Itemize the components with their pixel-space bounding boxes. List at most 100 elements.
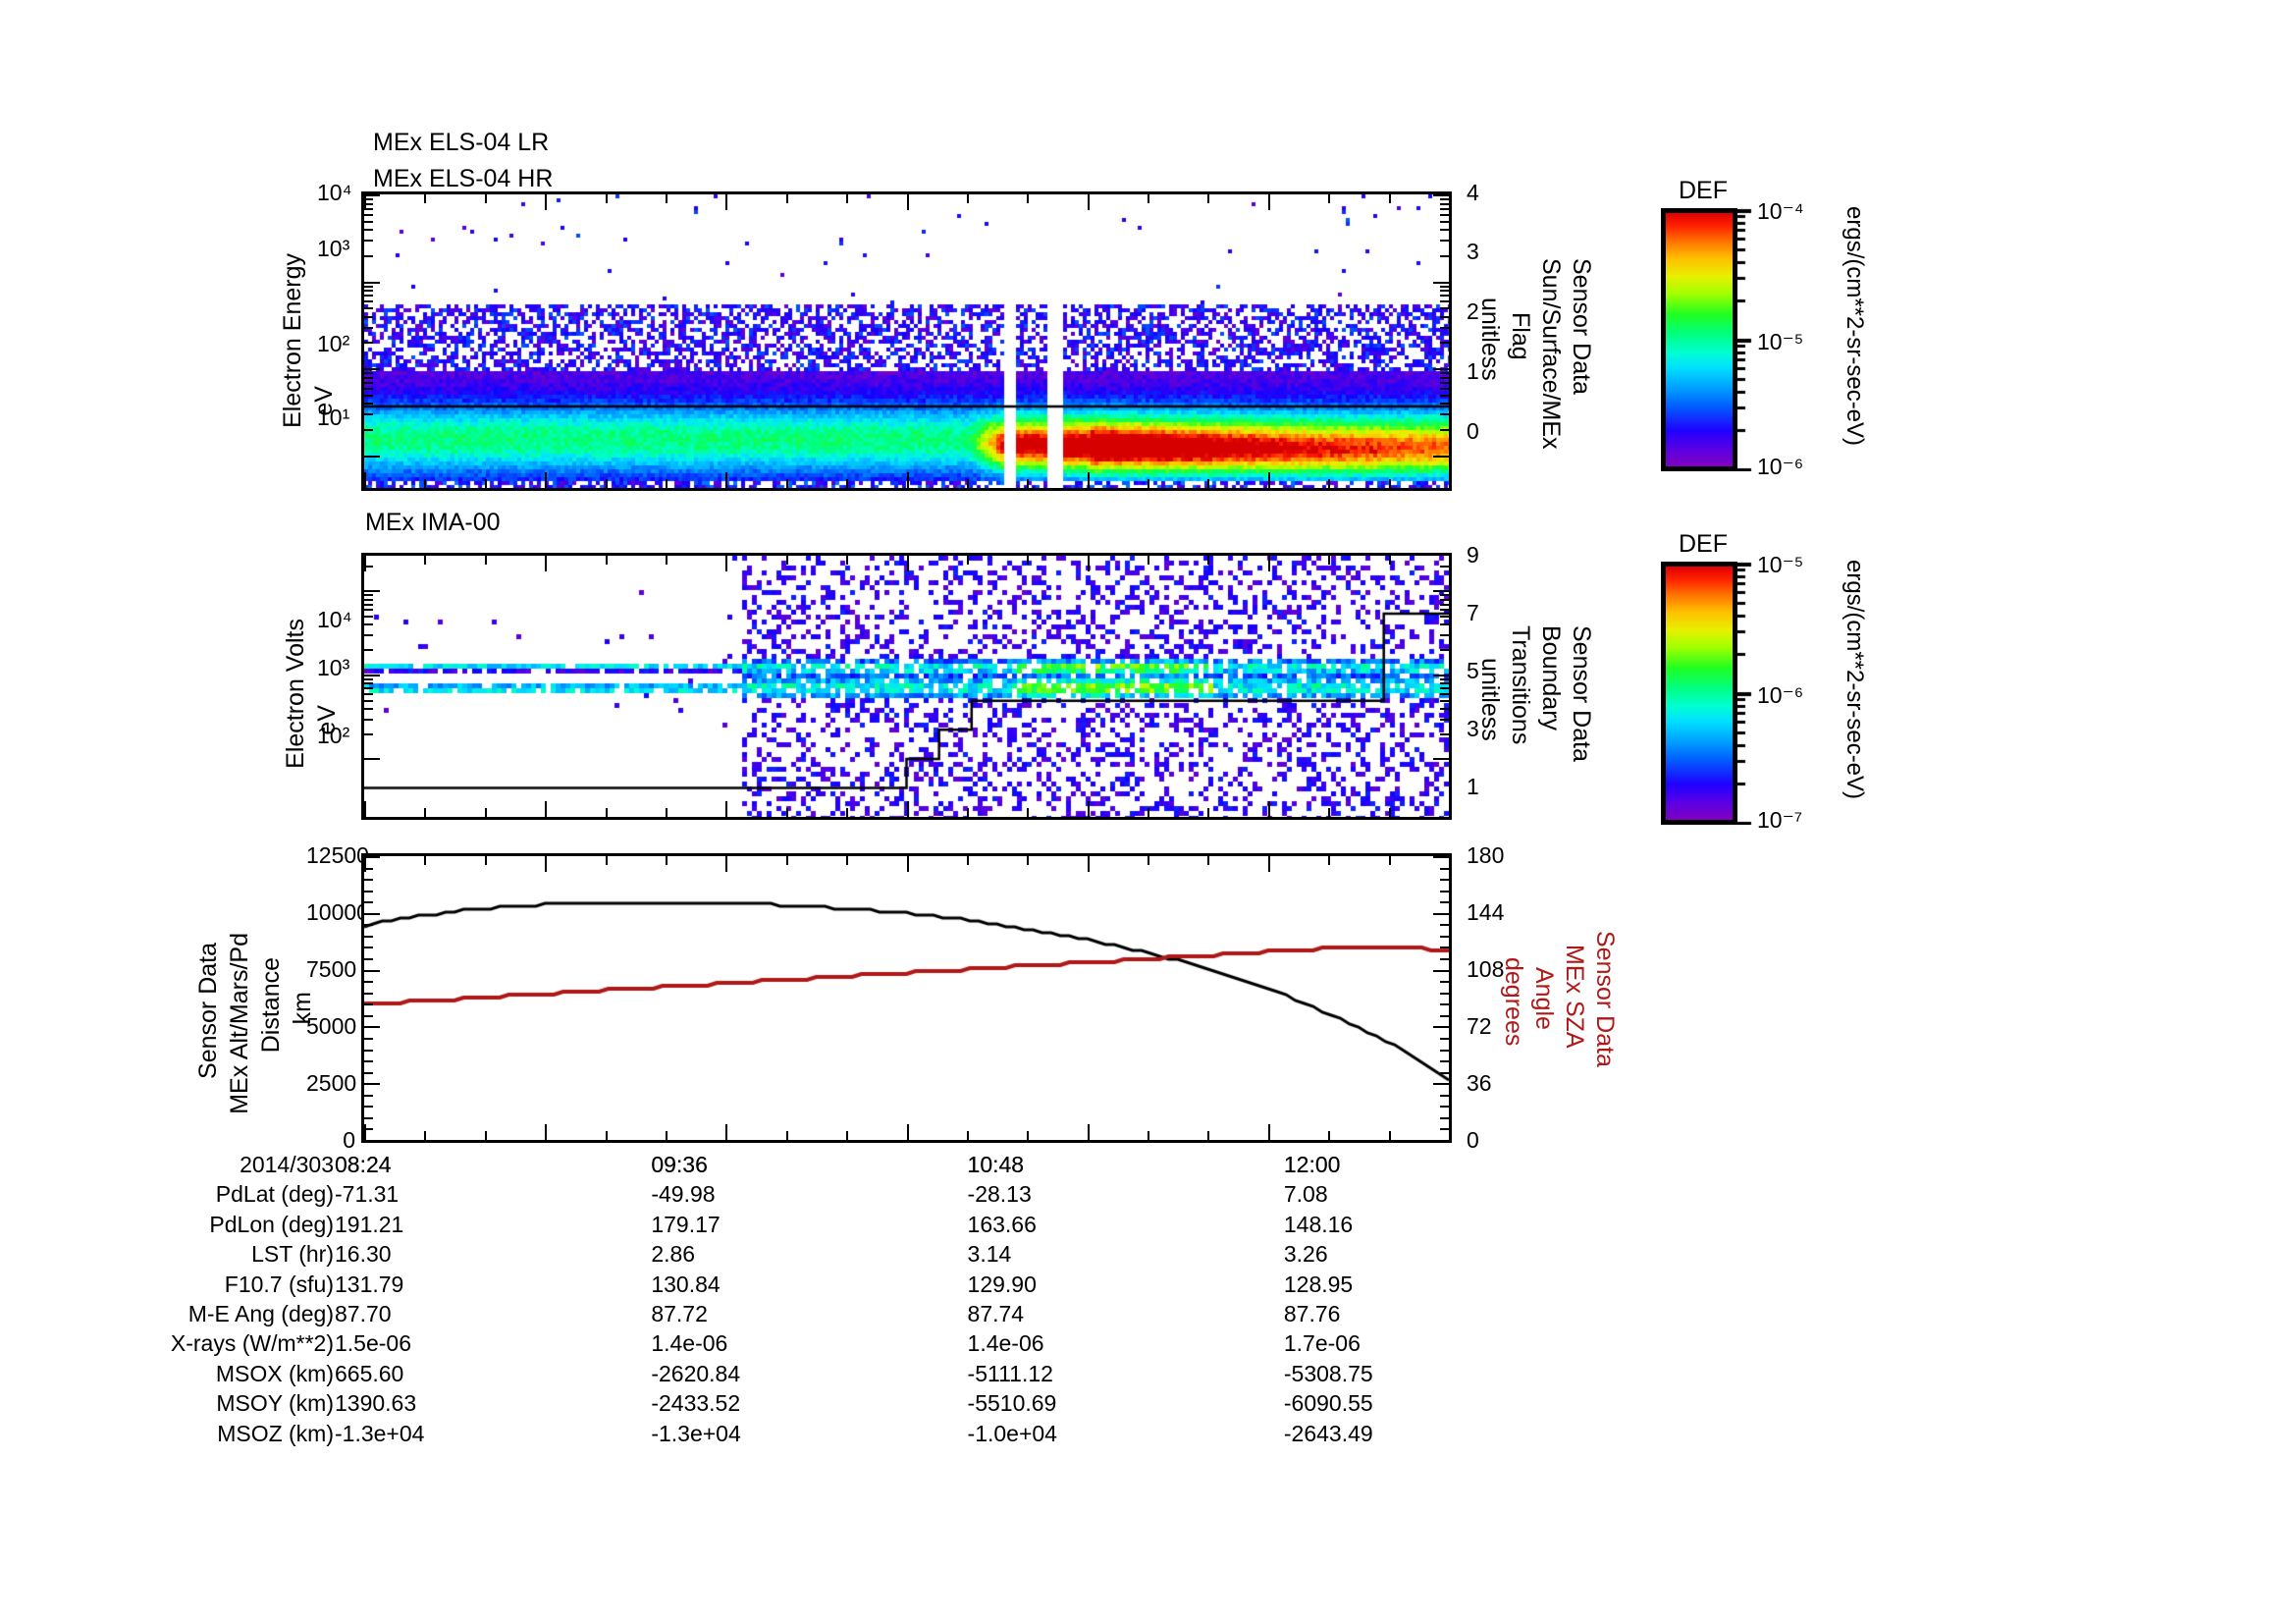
axis-tick bbox=[364, 229, 373, 232]
axis-tick bbox=[364, 556, 366, 571]
axis-tick bbox=[1207, 556, 1210, 565]
axis-tick bbox=[1207, 1131, 1210, 1140]
axis-tick bbox=[1440, 372, 1449, 375]
axis-tick bbox=[1388, 556, 1391, 565]
axis-tick bbox=[1267, 801, 1270, 817]
axis-tick bbox=[1027, 808, 1030, 817]
axis-tick bbox=[906, 856, 909, 872]
table-cell: 129.90 bbox=[967, 1271, 1037, 1297]
axis-tick bbox=[364, 699, 373, 702]
axis-tick bbox=[966, 194, 969, 203]
axis-tick bbox=[424, 479, 427, 488]
alt-ytick-0: 0 bbox=[343, 1127, 355, 1153]
axis-tick bbox=[364, 1037, 373, 1040]
axis-tick bbox=[1207, 479, 1210, 488]
axis-tick bbox=[364, 381, 373, 384]
axis-tick bbox=[1087, 801, 1090, 817]
axis-tick bbox=[364, 856, 366, 872]
axis-tick bbox=[1328, 1131, 1331, 1140]
axis-tick bbox=[364, 565, 373, 568]
axis-tick bbox=[785, 808, 788, 817]
axis-tick bbox=[364, 413, 373, 416]
axis-tick bbox=[364, 634, 373, 637]
table-cell: -1.3e+04 bbox=[335, 1420, 425, 1446]
axis-tick bbox=[1148, 856, 1150, 865]
x-tick-label: 09:36 bbox=[651, 1152, 708, 1177]
els-cb-lbl-top: 10⁻⁴ bbox=[1757, 198, 1804, 224]
els-ytick-2: 10² bbox=[317, 331, 350, 356]
axis-tick bbox=[665, 808, 667, 817]
axis-tick bbox=[1267, 194, 1270, 210]
axis-tick bbox=[1440, 598, 1449, 601]
sza-rtick-108: 108 bbox=[1467, 956, 1505, 982]
axis-tick bbox=[1433, 1140, 1449, 1142]
sza-right-label-4: degrees bbox=[1500, 957, 1527, 1047]
axis-tick bbox=[364, 1116, 373, 1119]
table-cell: 87.76 bbox=[1283, 1301, 1341, 1326]
axis-tick bbox=[665, 1131, 667, 1140]
ima-right-label-3: Transitions bbox=[1507, 625, 1534, 745]
axis-tick bbox=[1440, 649, 1449, 652]
axis-tick bbox=[484, 194, 487, 203]
axis-tick bbox=[364, 254, 373, 257]
ima-rtick-3: 3 bbox=[1467, 716, 1479, 741]
axis-tick bbox=[1449, 1124, 1451, 1140]
axis-tick bbox=[1433, 455, 1449, 458]
axis-tick bbox=[364, 687, 373, 690]
axis-tick bbox=[1267, 1124, 1270, 1140]
axis-tick bbox=[1440, 229, 1449, 232]
axis-tick bbox=[364, 472, 366, 488]
axis-tick bbox=[545, 1124, 548, 1140]
axis-tick bbox=[364, 677, 373, 680]
axis-tick bbox=[1440, 924, 1449, 927]
table-cell: 148.16 bbox=[1283, 1211, 1354, 1237]
axis-tick bbox=[725, 194, 728, 210]
axis-tick bbox=[1027, 856, 1030, 865]
axis-tick bbox=[906, 472, 909, 488]
axis-tick bbox=[1440, 342, 1449, 345]
axis-tick bbox=[1440, 403, 1449, 406]
ima-rtick-7: 7 bbox=[1467, 600, 1479, 625]
axis-tick bbox=[1440, 213, 1449, 216]
axis-tick bbox=[1207, 856, 1210, 865]
axis-tick bbox=[1440, 677, 1449, 680]
axis-tick bbox=[1328, 479, 1331, 488]
sza-rtick-0: 0 bbox=[1467, 1127, 1479, 1153]
axis-tick bbox=[364, 394, 373, 397]
axis-tick bbox=[906, 556, 909, 571]
axis-tick bbox=[1433, 368, 1449, 371]
ima-ytick-4: 10⁴ bbox=[317, 607, 352, 632]
axis-tick bbox=[846, 194, 849, 203]
ima-colorbar-unit: ergs/(cm**2-sr-sec-eV) bbox=[1842, 560, 1868, 800]
axis-tick bbox=[1440, 290, 1449, 293]
axis-tick bbox=[364, 674, 380, 676]
els-rtick-0: 0 bbox=[1467, 418, 1479, 444]
axis-tick bbox=[1027, 194, 1030, 203]
els-rtick-4: 4 bbox=[1467, 180, 1479, 205]
ima-cb-lbl-mid: 10⁻⁶ bbox=[1757, 682, 1804, 708]
axis-tick bbox=[1433, 856, 1449, 858]
axis-tick bbox=[424, 1131, 427, 1140]
axis-tick bbox=[1148, 194, 1150, 203]
panel-ima-title: MEx IMA-00 bbox=[365, 509, 501, 536]
table-cell: 7.08 bbox=[1283, 1181, 1328, 1208]
axis-tick bbox=[1433, 590, 1449, 593]
els-rtick-2: 2 bbox=[1467, 298, 1479, 324]
axis-tick bbox=[1433, 674, 1449, 676]
table-row-label: MSOX (km) bbox=[215, 1360, 334, 1386]
axis-tick bbox=[364, 1124, 366, 1140]
axis-tick bbox=[364, 692, 373, 695]
axis-tick bbox=[1440, 1014, 1449, 1017]
axis-tick bbox=[545, 801, 548, 817]
table-row-label: MSOY (km) bbox=[216, 1390, 334, 1417]
axis-tick bbox=[1328, 194, 1331, 203]
axis-tick bbox=[364, 307, 373, 310]
axis-tick bbox=[1087, 856, 1090, 872]
table-row-label: MSOZ (km) bbox=[217, 1420, 334, 1446]
axis-tick bbox=[364, 1026, 380, 1029]
axis-tick bbox=[484, 556, 487, 565]
ima-spectrogram bbox=[364, 556, 1449, 817]
axis-tick bbox=[1267, 556, 1270, 571]
els-rtick-1: 1 bbox=[1467, 358, 1479, 384]
axis-tick bbox=[725, 856, 728, 872]
